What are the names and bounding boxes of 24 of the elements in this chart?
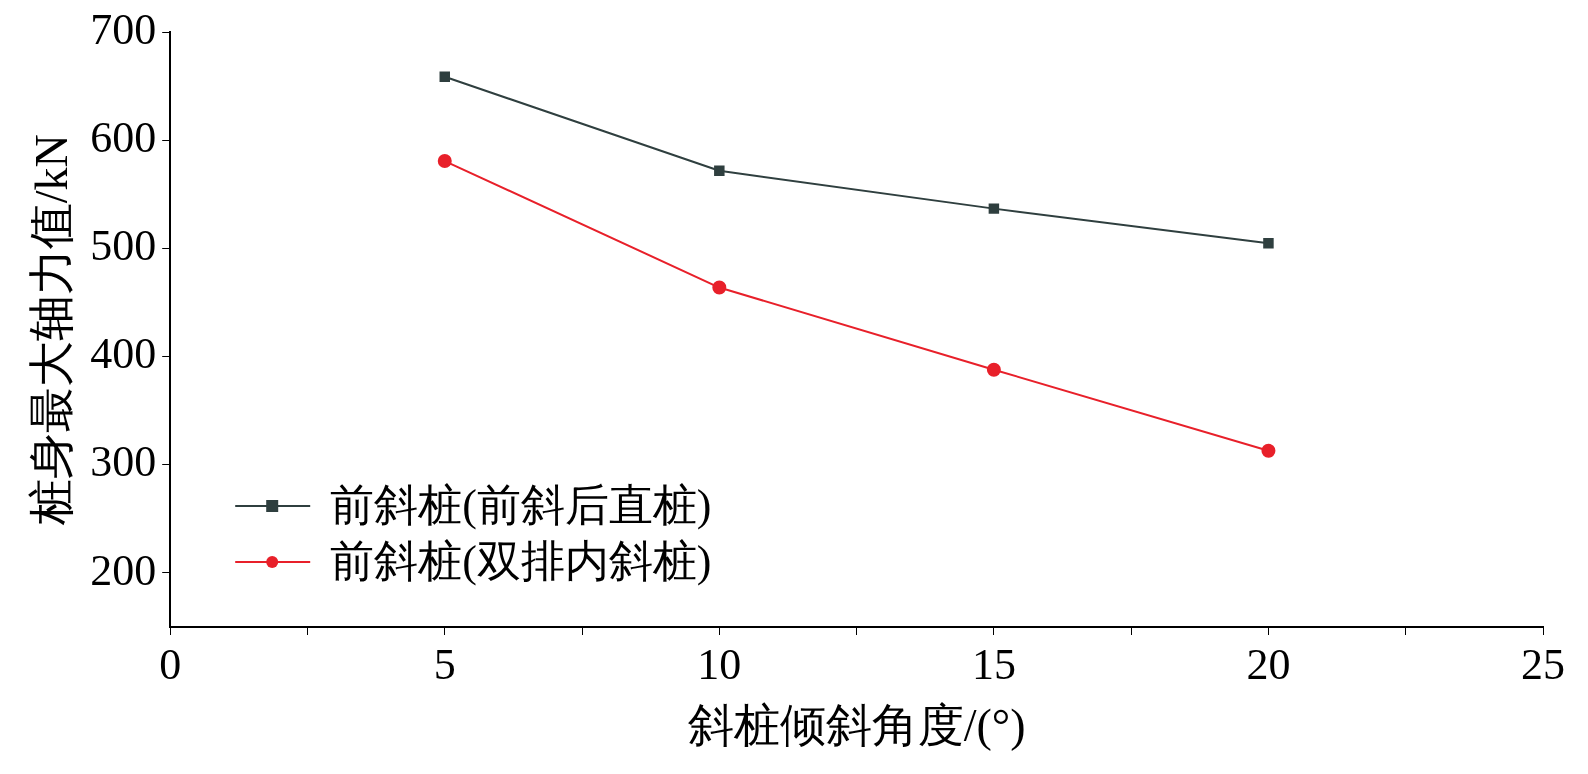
x-tick-label: 15 [971,639,1016,689]
legend-label: 前斜桩(双排内斜桩) [330,536,712,586]
x-tick-label: 5 [433,639,456,689]
y-tick-label: 600 [90,113,157,163]
point [1263,237,1274,249]
point [439,71,450,82]
point [437,154,452,169]
point [714,165,725,177]
y-axis-title: 桩身最大轴力值/kN [25,134,77,527]
y-tick-label: 300 [90,437,157,487]
y-tick-label: 400 [90,329,157,379]
x-tick-label: 20 [1246,639,1291,689]
legend-label: 前斜桩(前斜后直桩) [330,480,712,530]
x-tick-label: 10 [697,639,742,689]
point [1261,443,1276,458]
point [986,362,1001,377]
y-tick-label: 700 [90,4,157,54]
x-axis-title: 斜桩倾斜角度/(°) [687,700,1026,752]
point [712,280,727,295]
y-tick-label: 200 [90,545,157,595]
x-tick-label: 0 [159,639,182,689]
x-tick-label: 25 [1521,639,1565,689]
y-tick-label: 500 [90,221,157,271]
point [988,203,1000,214]
